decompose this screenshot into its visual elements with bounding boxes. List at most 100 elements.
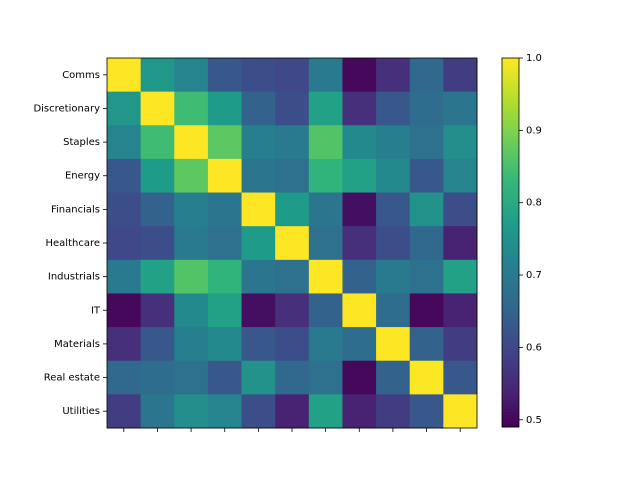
heatmap-cell (207, 125, 243, 160)
heatmap-cell (308, 91, 343, 126)
heatmap-cell (376, 360, 411, 395)
heatmap-cell (443, 91, 478, 126)
colorbar-segment (502, 417, 519, 422)
heatmap-cell (308, 394, 343, 429)
heatmap-cell (207, 91, 243, 126)
colorbar-segment (502, 297, 519, 302)
colorbar-segment (502, 88, 519, 93)
y-tick-label: Discretionary (33, 103, 100, 114)
colorbar-segment (502, 128, 519, 133)
y-tick-label: Staples (63, 137, 100, 148)
colorbar-segment (502, 73, 519, 77)
colorbar-segment (502, 374, 519, 379)
y-tick-label: Financials (51, 204, 100, 215)
colorbar-segment (502, 116, 519, 120)
colorbar-segment (502, 67, 519, 71)
heatmap-cell (443, 394, 478, 429)
colorbar-segment (502, 242, 519, 247)
colorbar-segment (502, 208, 519, 213)
colorbar-segment (502, 227, 519, 231)
colorbar-segment (502, 254, 519, 259)
heatmap-cell (275, 158, 310, 194)
y-tick-label: Healthcare (45, 238, 100, 249)
heatmap-cell (409, 125, 444, 160)
colorbar-segment (502, 205, 519, 210)
heatmap-cell (207, 192, 243, 227)
colorbar-segment (502, 316, 519, 320)
colorbar-segment (502, 307, 519, 311)
heatmap-cell (409, 259, 444, 294)
colorbar-tick-label: 0.5 (526, 415, 542, 426)
colorbar-segment (502, 202, 519, 207)
heatmap-cell (107, 360, 142, 395)
colorbar-segment (502, 125, 519, 130)
heatmap-cell (275, 226, 310, 261)
y-tick-label: Utilities (62, 406, 100, 417)
heatmap-cell (207, 58, 243, 93)
heatmap-cell (275, 58, 310, 93)
colorbar-segment (502, 340, 519, 345)
colorbar-segment (502, 264, 519, 268)
colorbar-segment (502, 113, 519, 117)
heatmap-cell (207, 158, 243, 194)
heatmap-cell (342, 327, 377, 362)
heatmap-cell (308, 125, 343, 160)
heatmap-cell (376, 226, 411, 261)
colorbar-segment (502, 276, 519, 280)
colorbar-segment (502, 288, 519, 293)
colorbar-segment (502, 64, 519, 68)
colorbar-segment (502, 371, 519, 376)
colorbar-segment (502, 377, 519, 382)
colorbar-segment (502, 119, 519, 124)
colorbar-segment (502, 322, 519, 327)
heatmap-cell (241, 394, 276, 429)
colorbar-tick-label: 0.6 (526, 342, 542, 353)
heatmap-cell (174, 158, 209, 194)
colorbar-segment (502, 79, 519, 84)
heatmap-cell (443, 158, 478, 194)
colorbar-segment (502, 248, 519, 253)
colorbar-segment (502, 414, 519, 419)
colorbar-segment (502, 380, 519, 385)
colorbar-segment (502, 159, 519, 164)
heatmap-cell (241, 192, 276, 227)
colorbar-segment (502, 239, 519, 243)
heatmap-cell (409, 293, 444, 328)
heatmap-cell (443, 259, 478, 294)
heatmap-cell (241, 125, 276, 160)
colorbar-segment (502, 353, 519, 357)
heatmap-cell (409, 394, 444, 429)
heatmap-cell (342, 125, 377, 160)
colorbar-segment (502, 267, 519, 271)
heatmap-cell (140, 327, 175, 362)
heatmap-cell (342, 158, 377, 194)
heatmap-cell (241, 360, 276, 395)
colorbar-segment (502, 144, 519, 148)
colorbar-segment (502, 177, 519, 182)
colorbar-segment (502, 97, 519, 102)
colorbar-segment (502, 270, 519, 274)
heatmap-cell (275, 293, 310, 328)
colorbar-segment (502, 273, 519, 277)
heatmap-cell (207, 360, 243, 395)
colorbar-segment (502, 331, 519, 336)
heatmap-cell (241, 158, 276, 194)
colorbar-segment (502, 91, 519, 96)
heatmap-cell (342, 360, 377, 395)
heatmap-cell (376, 125, 411, 160)
heatmap-cell (174, 58, 209, 93)
heatmap-cell (308, 58, 343, 93)
heatmap-cell (308, 259, 343, 294)
colorbar-segment (502, 153, 519, 157)
heatmap-cell (174, 360, 209, 395)
heatmap-cell (342, 394, 377, 429)
colorbar-segment (502, 362, 519, 366)
colorbar-segment (502, 190, 519, 194)
colorbar-segment (502, 260, 519, 265)
colorbar-segment (502, 156, 519, 160)
heatmap-cell (376, 394, 411, 429)
colorbar-segment (502, 356, 519, 360)
colorbar-segment (502, 405, 519, 410)
colorbar-segment (502, 85, 519, 90)
colorbar-segment (502, 181, 519, 185)
